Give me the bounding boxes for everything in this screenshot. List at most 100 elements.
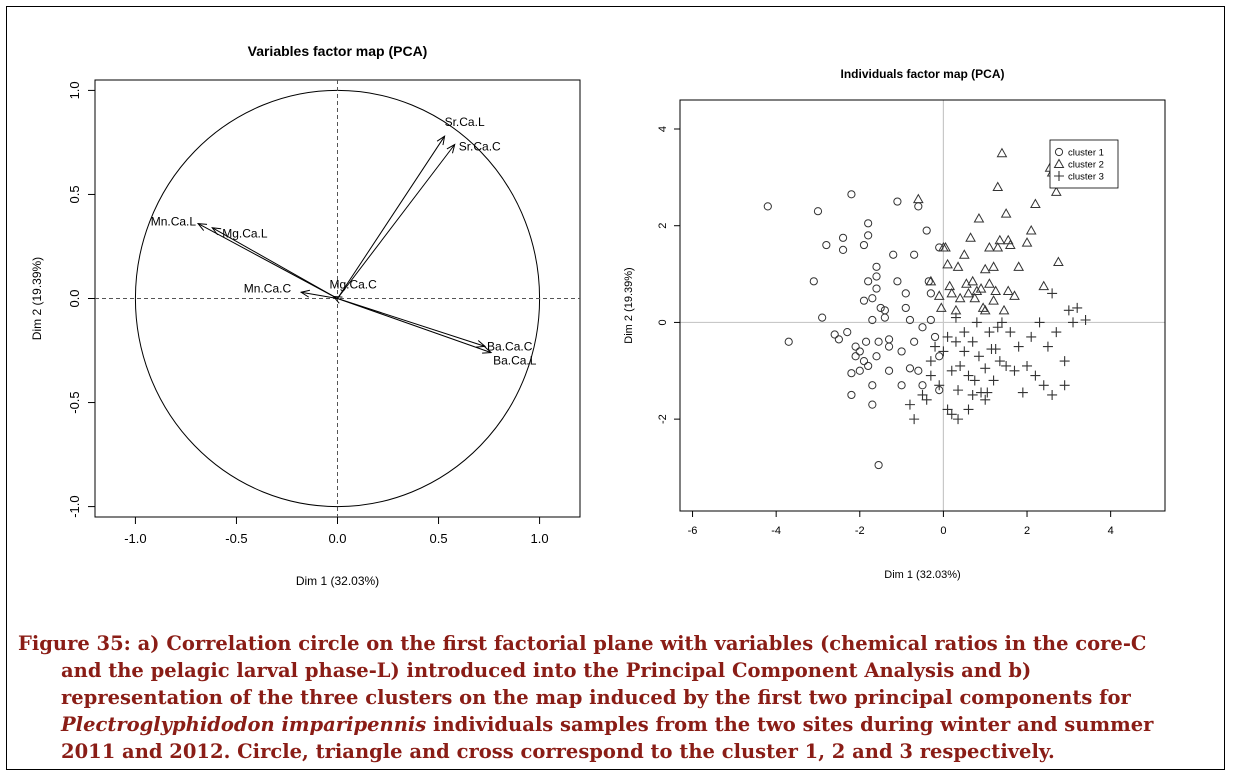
- cluster-2-point: [975, 283, 987, 293]
- caption-line-5: 2011 and 2012. Circle, triangle and cros…: [61, 740, 1055, 763]
- cluster-3-point: [967, 389, 978, 400]
- cluster-2-point: [969, 292, 981, 303]
- cluster-1-point: [822, 240, 831, 250]
- cluster-2-point: [967, 275, 979, 286]
- cluster-1-point: [884, 366, 894, 375]
- cluster-1-point: [935, 352, 944, 361]
- cluster-3-point: [1030, 370, 1041, 381]
- cluster-1-point: [864, 231, 873, 240]
- cluster-3-point: [1072, 302, 1083, 313]
- x-tick-label: -2: [855, 525, 865, 537]
- cluster-3-point: [921, 394, 932, 405]
- cluster-1-point: [901, 289, 910, 298]
- cluster-1-point: [889, 250, 898, 259]
- vector-arrow-Ba.Ca.L: [337, 298, 492, 354]
- cluster-1-point: [868, 381, 877, 390]
- cluster-2-point: [979, 263, 991, 274]
- cluster-3-point: [967, 336, 978, 347]
- cluster-3-point: [917, 389, 928, 400]
- cluster-2-point: [912, 193, 924, 204]
- cluster-2-point: [973, 212, 985, 223]
- cluster-3-point: [969, 375, 980, 386]
- variables-factor-map-chart: Variables factor map (PCA) Dim 1 (32.03%)…: [30, 43, 581, 588]
- y-tick-label: 0.0: [67, 289, 82, 307]
- legend-marker-cluster-2: [1053, 158, 1065, 168]
- cluster-3-point: [1013, 341, 1024, 352]
- vector-arrow-Sr.Ca.L: [337, 135, 446, 299]
- cluster-1-point: [910, 337, 919, 346]
- y-tick-label: -0.5: [67, 391, 82, 413]
- cluster-1-point: [905, 315, 915, 325]
- cluster-1-point: [897, 381, 906, 390]
- x-tick-label: 4: [1108, 525, 1114, 537]
- cluster-1-point: [855, 366, 864, 375]
- cluster-1-point: [876, 303, 885, 313]
- cluster-3-point: [963, 404, 974, 415]
- cluster-3-point: [971, 317, 982, 328]
- cluster-1-point: [763, 202, 772, 211]
- cluster-1-point: [809, 277, 818, 286]
- arrow-head: [476, 340, 487, 348]
- y-tick-label: 1.0: [67, 81, 82, 99]
- cluster-1-point: [868, 315, 877, 325]
- legend-label: cluster 3: [1068, 172, 1104, 183]
- cluster-3-point: [1022, 360, 1033, 371]
- y-tick-label: 2: [657, 223, 669, 229]
- cluster-1-point: [922, 226, 931, 235]
- cluster-1-point: [838, 245, 848, 254]
- cluster-3-point: [925, 370, 936, 381]
- cluster-1-point: [910, 250, 919, 259]
- x-tick-label: 2: [1024, 525, 1030, 537]
- cluster-1-point: [880, 306, 889, 315]
- cluster-3-point: [1009, 365, 1020, 376]
- cluster-2-point: [998, 304, 1010, 315]
- cluster-3-point: [1059, 356, 1070, 367]
- vector-label: Ba.Ca.L: [493, 354, 537, 368]
- cluster-1-point: [813, 207, 823, 216]
- cluster-2-point: [1025, 225, 1037, 235]
- caption-line-2: and the pelagic larval phase-L) introduc…: [61, 659, 1032, 682]
- x-tick-label: -0.5: [225, 531, 247, 546]
- legend-label: cluster 2: [1068, 160, 1104, 171]
- cluster-2-point: [935, 302, 947, 312]
- cluster-1-point: [897, 347, 906, 356]
- cluster-2-point: [954, 292, 966, 303]
- arrow-head: [299, 289, 311, 298]
- cluster-3-point: [980, 394, 991, 405]
- cluster-1-point: [851, 342, 860, 351]
- cluster-3-point: [1080, 315, 1091, 326]
- individuals-factor-map-chart: Individuals factor map (PCA) Dim 1 (32.03…: [623, 67, 1166, 581]
- cluster-3-point: [996, 317, 1007, 328]
- x-tick-label: 0.5: [430, 531, 448, 546]
- cluster-1-point: [914, 366, 923, 375]
- cluster-2-point: [1021, 237, 1033, 247]
- caption-species-name: Plectroglyphidodon imparipennis: [61, 713, 427, 736]
- vector-label: Mg.Ca.L: [222, 227, 268, 241]
- cluster-3-point: [1034, 317, 1045, 328]
- cluster-1-point: [901, 303, 910, 313]
- cluster-2-point: [961, 278, 972, 288]
- cluster-3-point: [1068, 317, 1079, 328]
- cluster-3-point: [990, 344, 1001, 355]
- arrow-head: [482, 346, 493, 354]
- cluster-2-point: [1000, 208, 1012, 218]
- vector-arrow-Mg.Ca.L: [211, 227, 338, 299]
- figure-frame: [6, 6, 1225, 770]
- cluster-1-point: [880, 313, 889, 322]
- y-axis-label: Dim 2 (19.39%): [30, 257, 44, 340]
- cluster-2-point: [965, 232, 976, 242]
- cluster-3-point: [925, 356, 936, 367]
- cluster-3-point: [953, 414, 964, 425]
- cluster-1-point: [872, 262, 881, 271]
- x-tick-label: -4: [771, 525, 781, 537]
- cluster-2-point: [1038, 280, 1050, 291]
- cluster-2-point: [1030, 198, 1041, 208]
- vector-arrow-Ba.Ca.C: [337, 298, 486, 347]
- cluster-2-point: [933, 290, 945, 300]
- cluster-3-point: [1017, 387, 1028, 398]
- cluster-3-point: [953, 385, 964, 396]
- legend-label: cluster 1: [1068, 148, 1104, 159]
- arrow-head: [446, 143, 456, 154]
- cluster-1-point: [847, 390, 856, 400]
- cluster-1-point: [914, 202, 923, 211]
